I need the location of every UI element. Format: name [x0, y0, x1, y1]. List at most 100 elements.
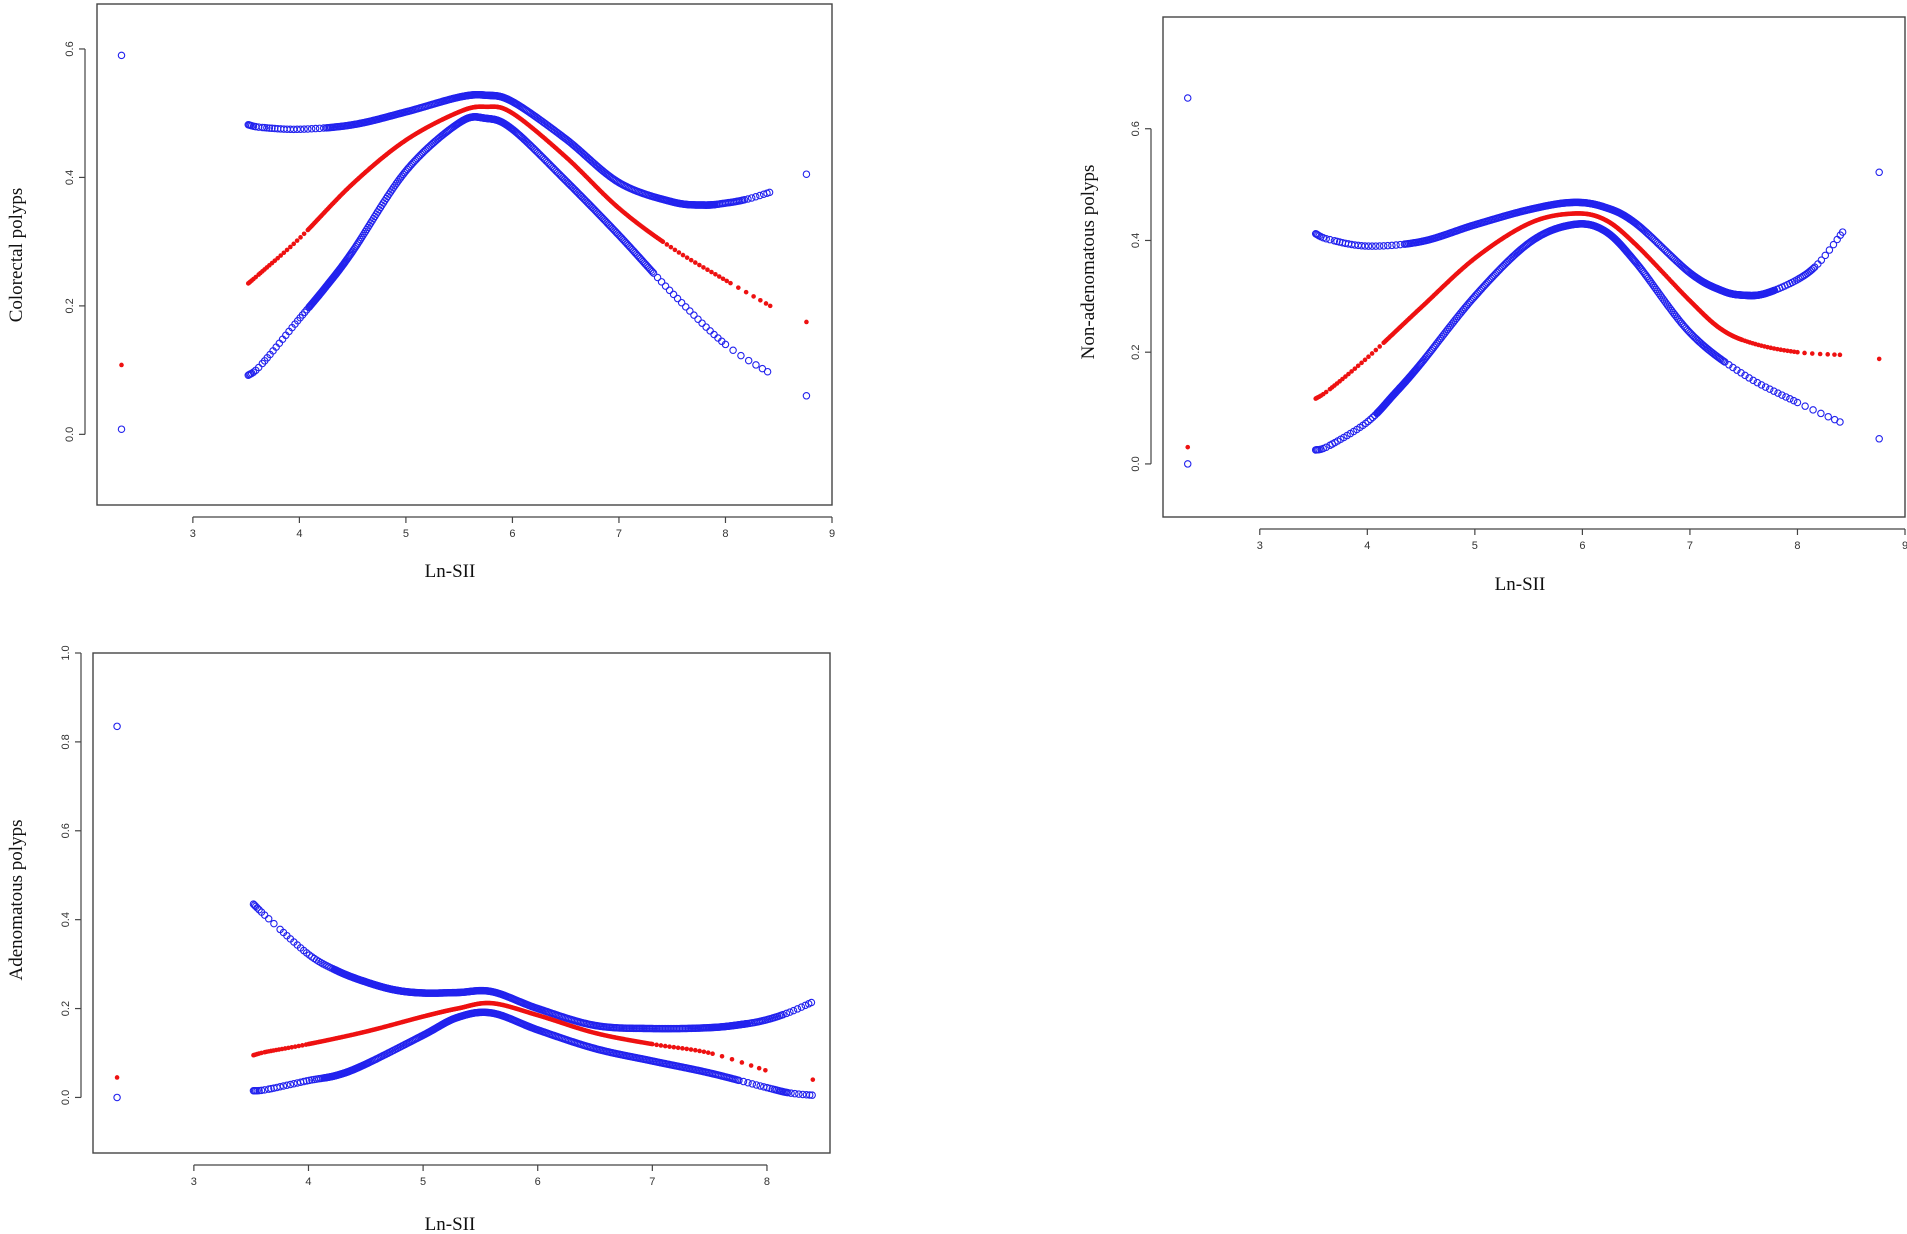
ci-point	[1789, 396, 1798, 405]
ci-point	[1183, 460, 1192, 468]
ci-point	[319, 124, 328, 132]
ci-point	[783, 1088, 792, 1097]
fit-point	[671, 1044, 677, 1050]
y-axis: 0.0 0.2 0.4 0.6	[1130, 121, 1152, 472]
ci-point	[786, 1008, 794, 1016]
ci-point	[649, 269, 658, 277]
ci-point	[747, 194, 756, 202]
ci-point	[1817, 409, 1825, 418]
series-fitted	[1185, 211, 1882, 450]
x-tick-label: 9	[829, 528, 835, 540]
ci-point	[1778, 391, 1786, 399]
fit-point	[1323, 389, 1329, 395]
ci-point	[795, 1090, 803, 1098]
fit-point	[288, 244, 293, 250]
y-axis-title: Adenomatous polyps	[6, 820, 27, 981]
x-tick-label: 8	[722, 528, 728, 540]
x-axis-title: Ln-SII	[425, 561, 476, 582]
ci-point	[1364, 417, 1372, 426]
ci-point	[255, 1086, 263, 1095]
x-tick-label: 8	[764, 1176, 770, 1188]
ci-point	[276, 1083, 284, 1091]
fit-point	[281, 250, 287, 256]
ci-point	[763, 367, 772, 376]
y-tick-label: 0.4	[1130, 233, 1142, 248]
fit-point	[1185, 444, 1191, 450]
fit-point	[743, 289, 749, 295]
ci-point	[686, 307, 694, 315]
fit-point	[658, 1043, 664, 1048]
ci-point	[113, 1093, 121, 1102]
fit-point	[119, 362, 124, 368]
y-tick-label: 0.2	[60, 1001, 72, 1016]
fit-point	[729, 1056, 735, 1062]
ci-point	[729, 346, 737, 355]
ci-point	[665, 286, 674, 295]
data-points	[1183, 94, 1883, 468]
ci-point	[1801, 402, 1809, 410]
fit-point	[1817, 351, 1823, 357]
fit-point	[697, 1048, 702, 1054]
y-tick-label: 0.6	[1130, 121, 1142, 136]
ci-point	[791, 1089, 799, 1098]
ci-point	[1396, 240, 1405, 249]
fit-point	[662, 1043, 668, 1049]
y-tick-label: 0.4	[60, 912, 72, 927]
ci-point	[286, 1080, 295, 1089]
ci-point	[1379, 242, 1388, 250]
x-tick-label: 6	[535, 1176, 541, 1188]
ci-point	[653, 273, 662, 282]
fit-point	[654, 1042, 659, 1048]
fit-point	[720, 276, 726, 282]
x-tick-label: 5	[420, 1176, 426, 1188]
fit-point	[763, 301, 769, 306]
ci-point	[1322, 234, 1330, 243]
ci-point	[1375, 242, 1384, 250]
ci-point	[1838, 228, 1847, 236]
fit-point	[728, 280, 733, 286]
ci-point	[737, 351, 745, 360]
x-axis: 3 4 5 6 7 8 9	[190, 516, 835, 540]
ci-point	[763, 1083, 771, 1092]
ci-point	[765, 188, 774, 197]
ci-point	[802, 392, 811, 400]
ci-point	[735, 1076, 743, 1085]
x-tick-label: 3	[190, 528, 196, 540]
ci-point	[648, 267, 656, 276]
ci-point	[807, 998, 816, 1007]
x-tick-label: 4	[1364, 540, 1370, 552]
fit-point	[684, 1046, 690, 1052]
x-tick-label: 3	[191, 1176, 197, 1188]
fit-point	[701, 1049, 707, 1055]
ci-point	[1793, 398, 1802, 407]
fit-point	[758, 297, 763, 303]
ci-point	[1366, 415, 1375, 424]
ci-point	[1875, 168, 1883, 177]
fit-point	[289, 1044, 295, 1050]
fit-point	[672, 247, 678, 253]
fit-point	[751, 294, 756, 299]
ci-point	[744, 1078, 752, 1087]
data-points	[117, 51, 811, 433]
fit-point	[676, 250, 682, 255]
ci-point	[744, 356, 753, 365]
y-tick-label: 0.0	[60, 1090, 72, 1105]
ci-point	[1757, 381, 1766, 389]
fit-point	[284, 247, 290, 253]
fit-point	[1343, 374, 1348, 379]
fit-point	[736, 285, 741, 290]
ci-point	[702, 323, 710, 331]
fit-point	[294, 238, 300, 243]
fit-point	[709, 269, 714, 275]
fit-point	[114, 1075, 120, 1080]
ci-point	[748, 1080, 757, 1088]
fit-point	[804, 319, 809, 325]
y-tick-label: 0.8	[60, 734, 72, 749]
x-axis: 3 4 5 6 7 8	[191, 1164, 770, 1188]
fit-point	[650, 1041, 655, 1047]
fit-point	[756, 1065, 762, 1071]
ci-point	[706, 327, 714, 335]
series-fitted	[119, 104, 809, 368]
x-tick-label: 3	[1257, 540, 1263, 552]
fit-point	[739, 1060, 745, 1065]
